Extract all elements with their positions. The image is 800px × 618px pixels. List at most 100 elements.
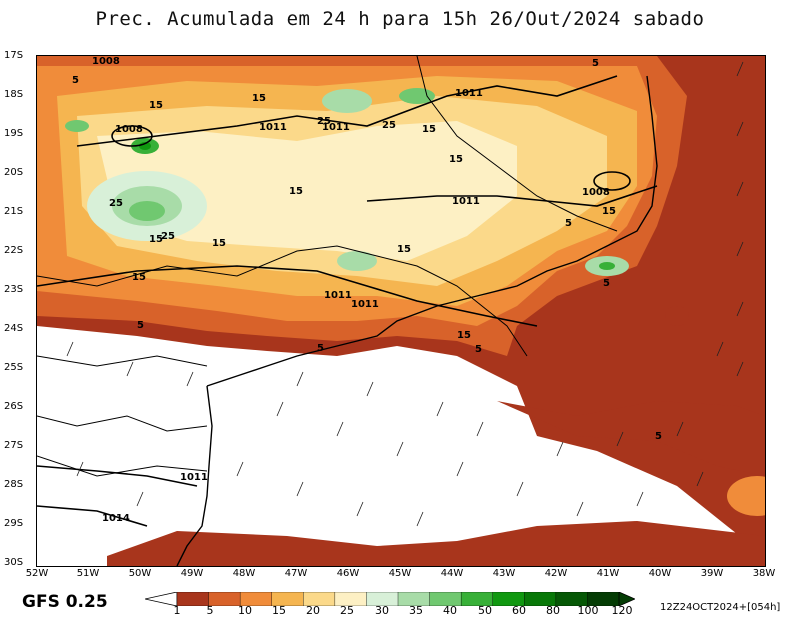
- precip-label: 5: [655, 431, 662, 442]
- lat-label-19s: 19S: [4, 128, 24, 139]
- isobar-label: 1008: [582, 187, 610, 198]
- lat-label-29s: 29S: [4, 518, 24, 529]
- precip-label: 5: [72, 75, 79, 86]
- lat-label-25s: 25S: [4, 362, 24, 373]
- lat-label-20s: 20S: [4, 167, 24, 178]
- colorbar-label: 60: [512, 604, 526, 617]
- colorbar-label: 25: [340, 604, 354, 617]
- lon-label-50w: 50W: [128, 568, 152, 579]
- precip-label: 15: [149, 100, 163, 111]
- precip-band-1mm-east: [497, 401, 765, 476]
- precip-patch-40mm-n: [399, 88, 435, 104]
- colorbar-label: 50: [478, 604, 492, 617]
- lon-label-40w: 40W: [648, 568, 672, 579]
- lon-label-45w: 45W: [388, 568, 412, 579]
- colorbar-label: 5: [206, 604, 214, 617]
- lat-label-21s: 21S: [4, 206, 24, 217]
- lon-label-51w: 51W: [76, 568, 100, 579]
- isobar-label: 1011: [324, 290, 352, 301]
- lon-label-43w: 43W: [492, 568, 516, 579]
- precip-label: 15: [132, 272, 146, 283]
- isobar-label: 1008: [115, 124, 143, 135]
- precip-patch-30mm-c: [337, 251, 377, 271]
- precip-label: 15: [252, 93, 266, 104]
- state-border-5: [416, 56, 618, 232]
- lon-label-42w: 42W: [544, 568, 568, 579]
- lon-label-48w: 48W: [232, 568, 256, 579]
- isobar-label: 1008: [92, 56, 120, 67]
- precip-label: 15: [397, 244, 411, 255]
- lon-label-41w: 41W: [596, 568, 620, 579]
- precip-blob-se2: [727, 476, 765, 516]
- precip-patch-40mm-e: [599, 262, 615, 270]
- lat-label-27s: 27S: [4, 440, 24, 451]
- lon-label-46w: 46W: [336, 568, 360, 579]
- precip-label: 5: [592, 58, 599, 69]
- colorbar-label: 40: [443, 604, 457, 617]
- colorbar-right-arrow: [618, 592, 635, 606]
- precip-label: 25: [161, 231, 175, 242]
- isobar-1008-low: [111, 125, 153, 147]
- precip-label: 15: [289, 186, 303, 197]
- lat-label-28s: 28S: [4, 479, 24, 490]
- model-name: GFS 0.25: [22, 592, 108, 612]
- lon-label-38w: 38W: [752, 568, 776, 579]
- wind-barbs: [66, 61, 744, 527]
- isobar-label: 1011: [180, 472, 208, 483]
- colorbar-label: 10: [238, 604, 252, 617]
- precip-label: 5: [137, 320, 144, 331]
- colorbar-label: 15: [272, 604, 286, 617]
- lat-label-18s: 18S: [4, 89, 24, 100]
- lon-label-49w: 49W: [180, 568, 204, 579]
- lat-label-26s: 26S: [4, 401, 24, 412]
- map-canvas: 1008 1011 1011 1011 1008 1011 1008 1011 …: [37, 56, 765, 566]
- coastline: [206, 75, 658, 387]
- isobar-label: 1011: [322, 122, 350, 133]
- colorbar-label: 80: [546, 604, 560, 617]
- coastline-south: [176, 385, 213, 566]
- lat-label-17s: 17S: [4, 50, 24, 61]
- lon-label-39w: 39W: [700, 568, 724, 579]
- precip-label: 5: [317, 343, 324, 354]
- colorbar-label: 1: [173, 604, 181, 617]
- precip-label: 15: [149, 234, 163, 245]
- isobar-1011-east: [366, 185, 658, 207]
- isobar-label: 1011: [455, 88, 483, 99]
- lon-label-52w: 52W: [25, 568, 49, 579]
- lon-label-44w: 44W: [440, 568, 464, 579]
- precipitation-map: 1008 1011 1011 1011 1008 1011 1008 1011 …: [36, 55, 766, 567]
- map-title: Prec. Acumulada em 24 h para 15h 26/Out/…: [95, 8, 705, 30]
- precip-label: 5: [475, 344, 482, 355]
- lon-label-47w: 47W: [284, 568, 308, 579]
- colorbar: [145, 592, 635, 606]
- precip-label: 5: [565, 218, 572, 229]
- precip-label: 25: [382, 120, 396, 131]
- colorbar-label: 35: [409, 604, 423, 617]
- isobar-1011-north: [76, 75, 618, 147]
- precip-label: 5: [603, 278, 610, 289]
- state-border-2: [37, 355, 208, 367]
- isobar-label: 1014: [102, 513, 130, 524]
- model-run-info: 12Z24OCT2024+[054h]: [660, 602, 781, 613]
- precip-band-25mm: [97, 121, 517, 261]
- precip-label: 25: [109, 198, 123, 209]
- colorbar-label: 30: [375, 604, 389, 617]
- lat-label-22s: 22S: [4, 245, 24, 256]
- precip-patch-30mm-n: [322, 89, 372, 113]
- colorbar-label: 100: [577, 604, 599, 617]
- precip-band-1mm-south: [107, 521, 765, 566]
- isobar-label: 1011: [259, 122, 287, 133]
- precip-label: 15: [457, 330, 471, 341]
- precip-blob-se: [665, 306, 689, 326]
- state-border-1: [37, 245, 528, 357]
- state-border-4: [37, 455, 208, 477]
- isobar-1008-low-e: [593, 171, 631, 191]
- precip-patch-40mm-w: [65, 120, 89, 132]
- colorbar-cell: [176, 592, 210, 606]
- isobar-label: 1011: [452, 196, 480, 207]
- precip-label: 15: [422, 124, 436, 135]
- lat-label-30s: 30S: [4, 557, 24, 568]
- precip-patch-40mm: [129, 201, 165, 221]
- isobar-1011-south: [37, 465, 198, 487]
- lat-label-23s: 23S: [4, 284, 24, 295]
